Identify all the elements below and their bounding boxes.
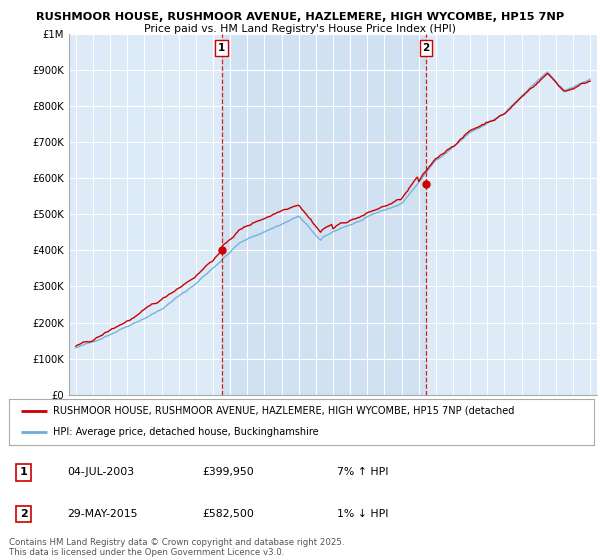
Text: 2: 2 — [422, 43, 430, 53]
Text: 1: 1 — [218, 43, 225, 53]
Text: RUSHMOOR HOUSE, RUSHMOOR AVENUE, HAZLEMERE, HIGH WYCOMBE, HP15 7NP (detached: RUSHMOOR HOUSE, RUSHMOOR AVENUE, HAZLEME… — [53, 406, 514, 416]
Text: £582,500: £582,500 — [202, 509, 254, 519]
Text: 2: 2 — [20, 509, 28, 519]
Text: 04-JUL-2003: 04-JUL-2003 — [67, 468, 134, 477]
Bar — [221, 34, 426, 395]
Text: 1: 1 — [20, 468, 28, 477]
Text: Price paid vs. HM Land Registry's House Price Index (HPI): Price paid vs. HM Land Registry's House … — [144, 24, 456, 34]
Text: 1% ↓ HPI: 1% ↓ HPI — [337, 509, 388, 519]
Text: 7% ↑ HPI: 7% ↑ HPI — [337, 468, 388, 477]
Text: HPI: Average price, detached house, Buckinghamshire: HPI: Average price, detached house, Buck… — [53, 427, 319, 437]
Text: RUSHMOOR HOUSE, RUSHMOOR AVENUE, HAZLEMERE, HIGH WYCOMBE, HP15 7NP: RUSHMOOR HOUSE, RUSHMOOR AVENUE, HAZLEME… — [36, 12, 564, 22]
Text: Contains HM Land Registry data © Crown copyright and database right 2025.
This d: Contains HM Land Registry data © Crown c… — [9, 538, 344, 557]
Text: 29-MAY-2015: 29-MAY-2015 — [67, 509, 138, 519]
Text: £399,950: £399,950 — [202, 468, 254, 477]
